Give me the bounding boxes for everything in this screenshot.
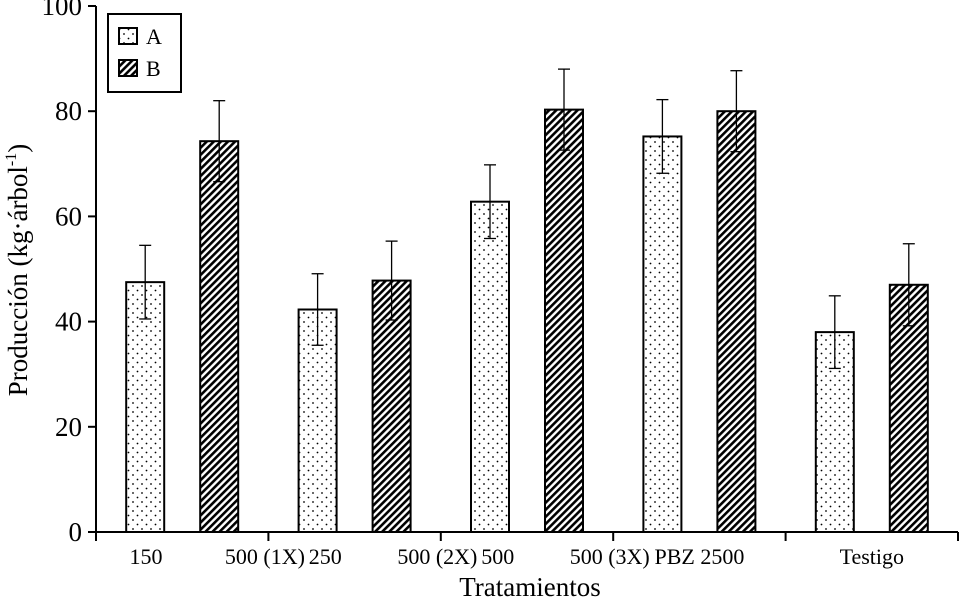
y-tick-label: 60 — [55, 201, 82, 231]
x-category-label: PBZ 2500 — [654, 544, 744, 569]
x-axis-label: Tratamientos — [459, 572, 601, 602]
y-axis: 0 20 40 60 80 100 — [42, 0, 97, 547]
x-axis: 150 500 (1X) 250 500 (2X) 500 500 (3X) PBZ 250… — [95, 531, 959, 569]
legend: AB — [107, 13, 182, 93]
bar-b — [371, 279, 412, 533]
bars-layer — [125, 68, 929, 534]
bar-b — [716, 110, 757, 533]
legend-label-a: A — [146, 24, 162, 49]
y-tick-label: 0 — [69, 517, 83, 547]
x-category-label: 150 — [129, 544, 162, 569]
bar-a — [125, 281, 166, 533]
bar-b — [199, 140, 240, 533]
y-axis-label: Producción (kg·árbol-1) — [3, 144, 33, 397]
y-tick-label: 100 — [42, 0, 83, 21]
x-category-label: 500 (2X) — [397, 544, 477, 569]
bar-b — [888, 283, 929, 533]
bar-b — [544, 108, 584, 533]
y-tick-label: 80 — [55, 96, 82, 126]
x-category-label: 500 (1X) — [225, 544, 305, 569]
legend-label-b: B — [146, 56, 161, 81]
x-category-label: Testigo — [840, 544, 904, 569]
bar-a — [470, 200, 510, 533]
x-category-label: 250 — [309, 544, 342, 569]
x-category-label: 500 (3X) — [570, 544, 650, 569]
legend-swatch-b — [118, 59, 138, 77]
y-tick-label: 40 — [55, 307, 82, 337]
y-tick-label: 20 — [55, 412, 82, 442]
x-category-label: 500 — [481, 544, 514, 569]
bar-a — [297, 308, 338, 534]
bar-a — [642, 135, 683, 533]
legend-swatch-a — [118, 27, 138, 45]
